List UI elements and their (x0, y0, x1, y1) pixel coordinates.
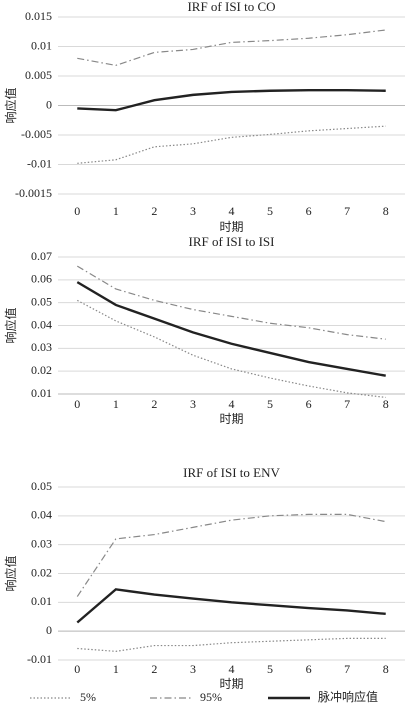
x-tick-label: 8 (383, 397, 389, 411)
x-tick-label: 0 (74, 397, 80, 411)
y-tick-label: 0.04 (31, 508, 52, 522)
x-tick-label: 2 (151, 662, 157, 676)
x-tick-label: 0 (74, 662, 80, 676)
y-tick-label: 0.03 (31, 340, 52, 354)
x-tick-label: 1 (113, 662, 119, 676)
legend-label: 脉冲响应值 (318, 689, 378, 704)
x-axis-label: 时期 (219, 220, 243, 234)
line-series (76, 513, 386, 597)
x-tick-label: 1 (113, 204, 119, 218)
y-tick-label: 0.05 (31, 294, 52, 308)
x-tick-label: 2 (151, 397, 157, 411)
y-tick-label: 0.02 (31, 565, 52, 579)
chart-title: IRF of ISI to ENV (183, 465, 280, 480)
x-tick-label: 4 (229, 204, 235, 218)
line-series (77, 125, 386, 164)
legend-label: 5% (80, 690, 96, 704)
x-tick-label: 8 (383, 204, 389, 218)
x-tick-label: 3 (190, 397, 196, 411)
x-tick-label: 7 (344, 662, 350, 676)
x-axis-label: 时期 (219, 677, 243, 691)
x-tick-label: 3 (190, 662, 196, 676)
line-series (76, 265, 386, 340)
x-axis-label: 时期 (219, 412, 243, 426)
line-series (77, 637, 386, 652)
y-tick-label: 0.07 (31, 249, 52, 263)
x-tick-label: 5 (267, 662, 273, 676)
y-tick-label: 0.02 (31, 363, 52, 377)
x-tick-label: 6 (306, 397, 312, 411)
chart-title: IRF of ISI to CO (187, 0, 275, 14)
line-series (77, 29, 386, 66)
legend-label: 95% (200, 690, 222, 704)
x-tick-label: 0 (74, 204, 80, 218)
x-tick-label: 5 (267, 397, 273, 411)
y-tick-label: -0.0015 (15, 186, 52, 200)
chart-title: IRF of ISI to ISI (189, 234, 275, 249)
x-tick-label: 1 (113, 397, 119, 411)
y-tick-label: 0 (46, 97, 52, 111)
y-tick-label: -0.01 (27, 156, 52, 170)
y-axis-label: 响应值 (3, 555, 18, 591)
y-tick-label: 0.06 (31, 272, 52, 286)
line-series (77, 88, 386, 112)
y-tick-label: 0.01 (31, 38, 52, 52)
x-tick-label: 4 (229, 662, 235, 676)
x-tick-label: 3 (190, 204, 196, 218)
y-tick-label: 0.01 (31, 386, 52, 400)
y-axis-label: 响应值 (3, 87, 18, 123)
y-tick-label: -0.01 (27, 652, 52, 666)
y-axis-label: 响应值 (3, 307, 18, 343)
line-series (76, 588, 386, 624)
x-tick-label: 8 (383, 662, 389, 676)
x-tick-label: 2 (151, 204, 157, 218)
y-tick-label: 0 (46, 623, 52, 637)
y-tick-label: 0.01 (31, 594, 52, 608)
line-series (76, 299, 386, 399)
y-tick-label: 0.005 (25, 68, 52, 82)
x-tick-label: 4 (229, 397, 235, 411)
x-tick-label: 7 (344, 397, 350, 411)
line-series (76, 281, 386, 377)
x-tick-label: 7 (344, 204, 350, 218)
y-tick-label: -0.005 (21, 127, 52, 141)
y-tick-label: 0.05 (31, 479, 52, 493)
x-tick-label: 6 (306, 204, 312, 218)
x-tick-label: 5 (267, 204, 273, 218)
x-tick-label: 6 (306, 662, 312, 676)
y-tick-label: 0.03 (31, 536, 52, 550)
y-tick-label: 0.015 (25, 9, 52, 23)
y-tick-label: 0.04 (31, 317, 52, 331)
